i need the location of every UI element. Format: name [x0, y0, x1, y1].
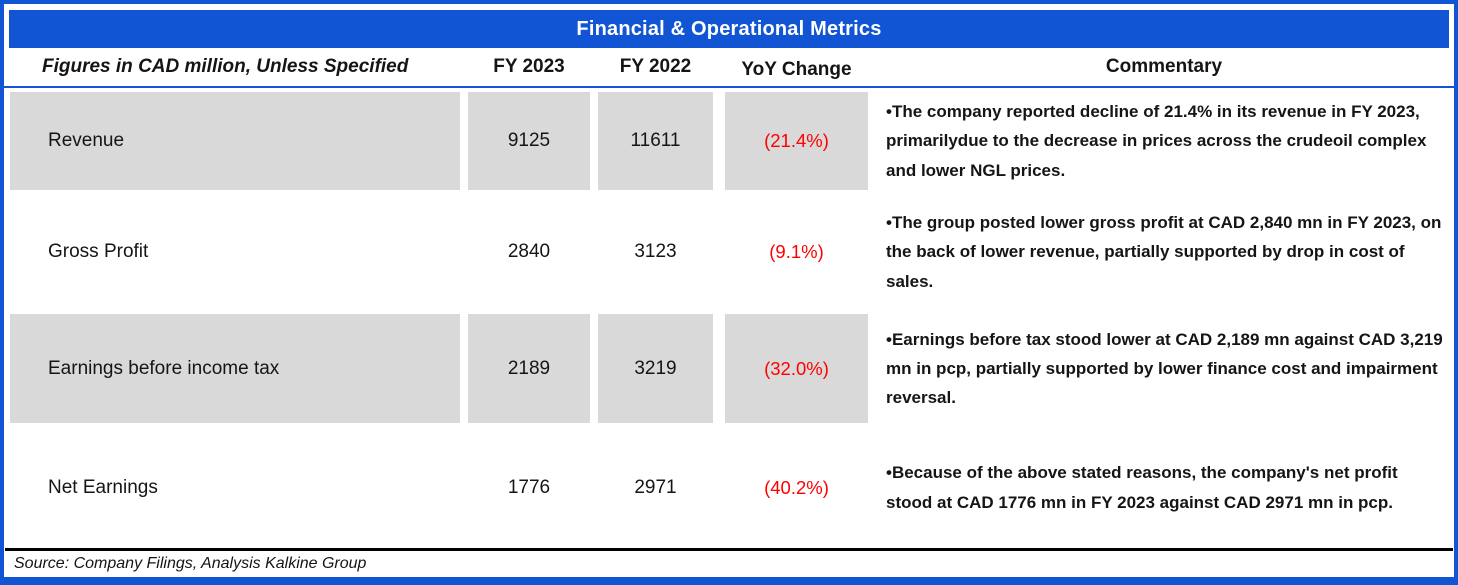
- yoy-change-value: (9.1%): [769, 241, 824, 262]
- metric-label: Earnings before income tax: [10, 314, 460, 423]
- column-header-figures: Figures in CAD million, Unless Specified: [42, 56, 409, 77]
- fy2022-value: 11611: [598, 92, 713, 190]
- commentary-text: •Because of the above stated reasons, th…: [886, 463, 1398, 512]
- column-header-fy2023: FY 2023: [493, 56, 565, 77]
- fy2022-value: 2971: [634, 476, 677, 498]
- commentary-text: •The group posted lower gross profit at …: [886, 213, 1442, 291]
- fy2023-value: 9125: [468, 92, 590, 190]
- commentary-text: •Earnings before tax stood lower at CAD …: [886, 329, 1443, 408]
- metric-label: Revenue: [10, 92, 460, 190]
- fy2023-value: 1776: [507, 476, 551, 498]
- commentary-text: •The company reported decline of 21.4% i…: [886, 102, 1427, 180]
- fy2023-value: 2840: [507, 241, 551, 262]
- fy2022-value: 3219: [598, 314, 713, 423]
- table-title-bar: Financial & Operational Metrics: [9, 10, 1449, 48]
- table-title: Financial & Operational Metrics: [576, 17, 882, 40]
- table-header-row: Figures in CAD million, Unless Specified…: [4, 48, 1454, 88]
- column-header-fy2022: FY 2022: [619, 56, 692, 77]
- footer-divider-line: [5, 548, 1453, 551]
- table-row-revenue: Revenue 9125 11611 (21.4%) •The company …: [4, 88, 1454, 194]
- source-attribution: Source: Company Filings, Analysis Kalkin…: [14, 555, 367, 572]
- metric-label: Gross Profit: [48, 241, 149, 262]
- column-header-yoy-change: YoY Change: [741, 58, 852, 80]
- column-header-commentary: Commentary: [1105, 56, 1223, 77]
- table-row-earnings-before-tax: Earnings before income tax 2189 3219 (32…: [4, 310, 1454, 427]
- table-row-gross-profit: Gross Profit 2840 3123 (9.1%) •The group…: [4, 194, 1454, 310]
- fy2023-value: 2189: [468, 314, 590, 423]
- yoy-change-value: (21.4%): [725, 92, 868, 190]
- metric-label: Net Earnings: [48, 476, 158, 498]
- fy2022-value: 3123: [634, 241, 677, 262]
- yoy-change-value: (40.2%): [764, 476, 829, 498]
- yoy-change-value: (32.0%): [725, 314, 868, 423]
- table-row-net-earnings: Net Earnings 1776 2971 (40.2%) •Because …: [4, 427, 1454, 548]
